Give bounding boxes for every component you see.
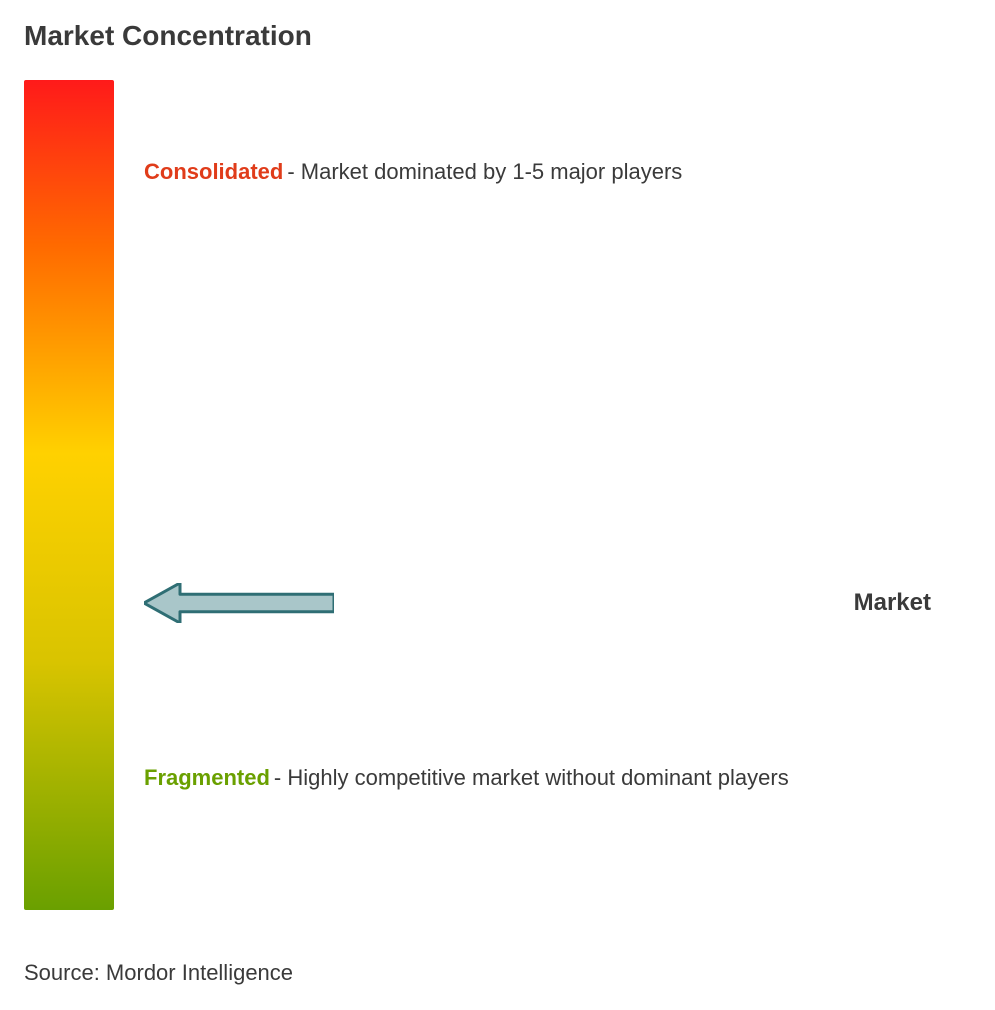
fragmented-key: Fragmented — [144, 761, 270, 794]
consolidated-label-row: Consolidated - Market dominated by 1-5 m… — [144, 155, 971, 188]
labels-column: Consolidated - Market dominated by 1-5 m… — [144, 80, 971, 910]
marker-row: Market — [144, 583, 971, 623]
arrow-left-icon — [144, 583, 334, 623]
concentration-gradient-bar — [24, 80, 114, 910]
chart-area: Consolidated - Market dominated by 1-5 m… — [24, 80, 971, 910]
consolidated-desc: - Market dominated by 1-5 major players — [287, 155, 682, 188]
market-label: Market — [854, 589, 931, 617]
marker-arrow — [144, 583, 334, 623]
chart-title: Market Concentration — [24, 20, 971, 52]
fragmented-label-row: Fragmented - Highly competitive market w… — [144, 761, 971, 794]
fragmented-desc: - Highly competitive market without domi… — [274, 761, 789, 794]
consolidated-key: Consolidated — [144, 155, 283, 188]
source-attribution: Source: Mordor Intelligence — [24, 960, 293, 986]
